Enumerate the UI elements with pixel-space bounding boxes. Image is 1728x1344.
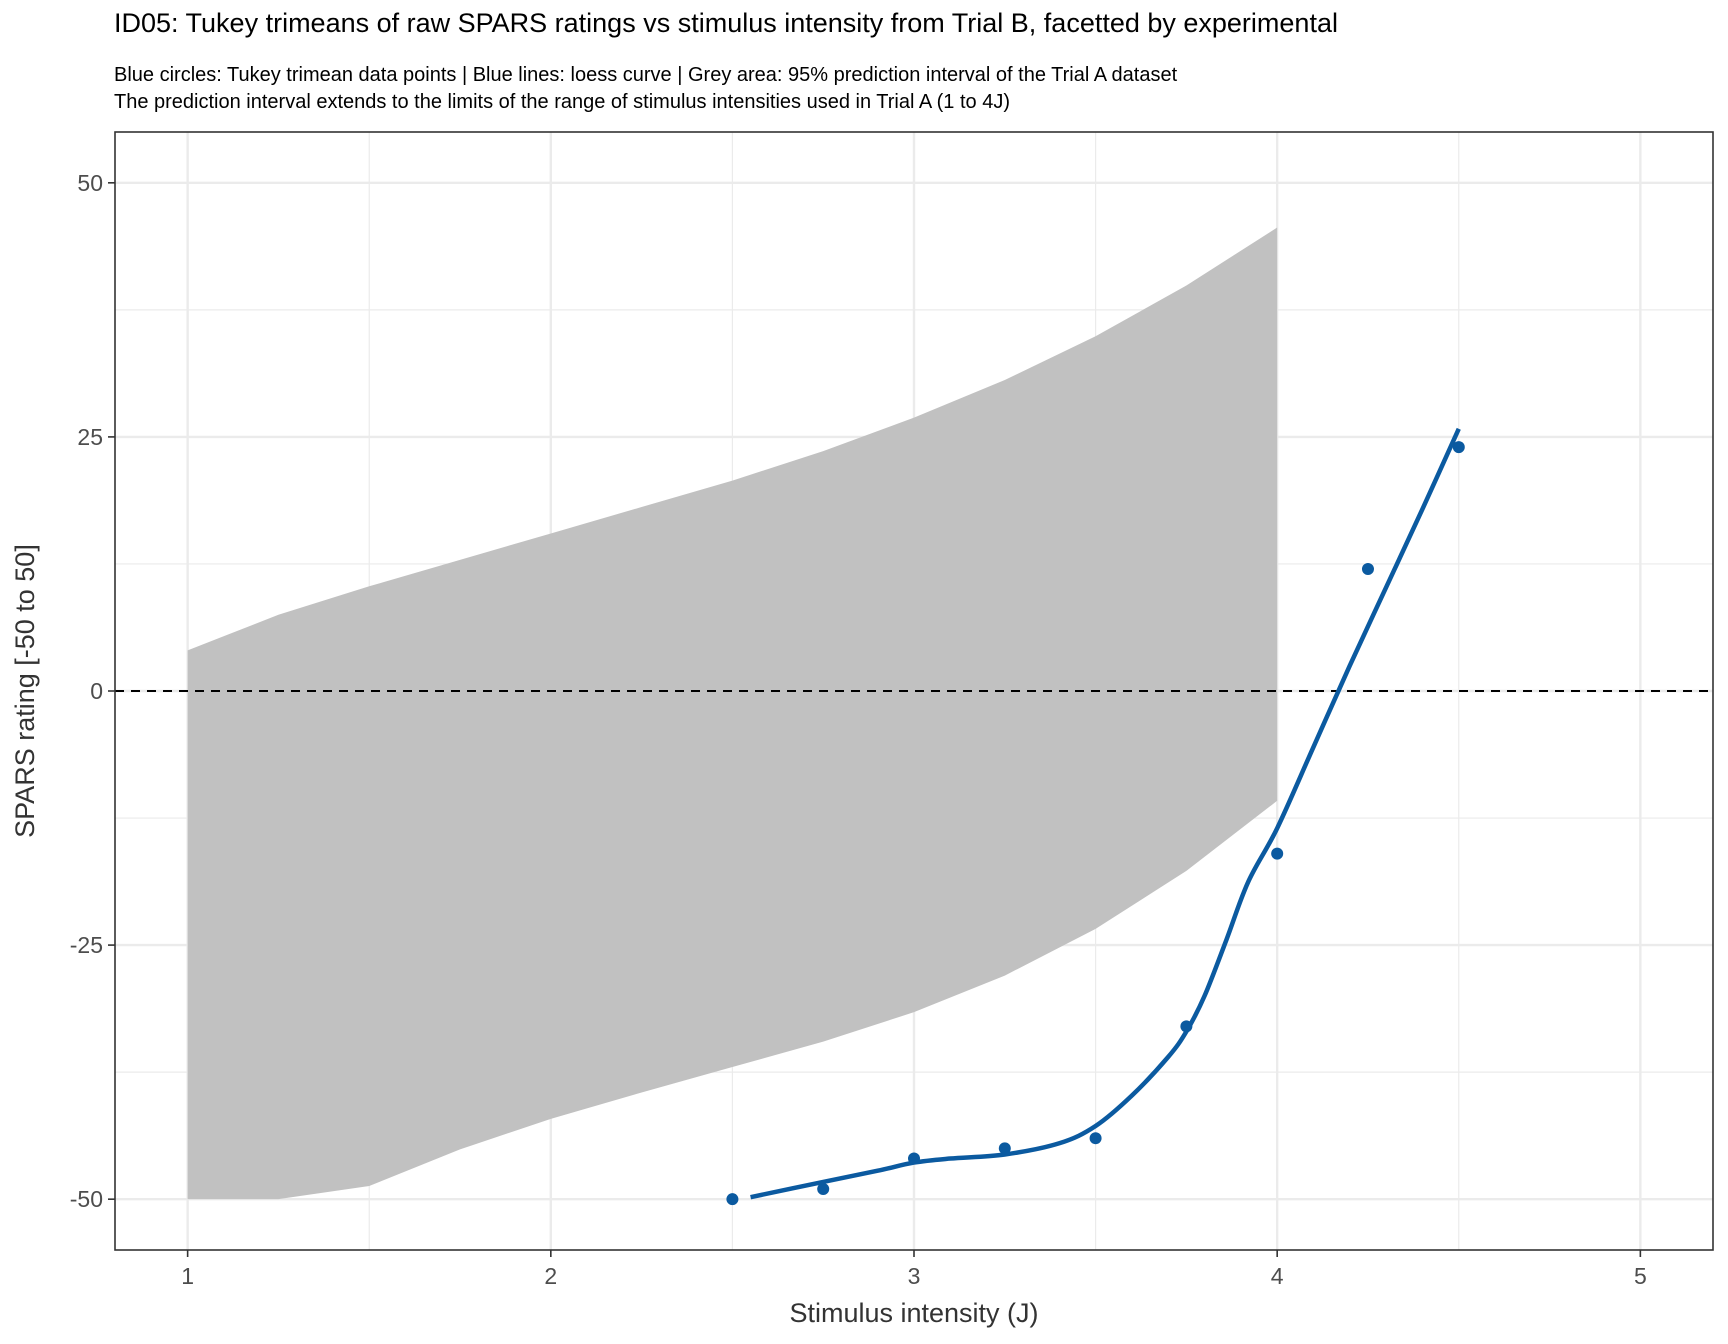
subtitle-line-1: Blue circles: Tukey trimean data points … (114, 64, 1178, 86)
trimean-point (998, 1142, 1011, 1155)
subtitle-line-2: The prediction interval extends to the l… (114, 91, 1011, 113)
trimean-point (817, 1183, 830, 1196)
trimean-point (1361, 563, 1374, 576)
y-tick-label: -25 (70, 932, 103, 958)
y-tick-label: 0 (90, 678, 103, 704)
y-axis-title: SPARS rating [-50 to 50] (10, 544, 40, 838)
prediction-interval-area (187, 227, 1278, 1200)
chart-title: ID05: Tukey trimeans of raw SPARS rating… (114, 8, 1338, 38)
y-tick-label: 50 (77, 170, 103, 196)
x-tick-label: 5 (1634, 1263, 1647, 1289)
trimean-point (1452, 441, 1465, 454)
trimean-point (726, 1193, 739, 1206)
x-tick-label: 1 (181, 1263, 194, 1289)
y-tick-label: 25 (77, 424, 103, 450)
chart-subtitle: Blue circles: Tukey trimean data points … (114, 62, 1177, 116)
x-tick-label: 4 (1271, 1263, 1284, 1289)
y-tick-label: -50 (70, 1186, 103, 1212)
loess-curve (750, 427, 1461, 1200)
trimean-point (1271, 847, 1284, 860)
trimean-point (1089, 1132, 1102, 1145)
x-tick-label: 2 (544, 1263, 557, 1289)
x-tick-label: 3 (908, 1263, 921, 1289)
axis-ticks: 1 2 3 4 5 -50 -25 0 25 50 (70, 170, 1647, 1289)
x-axis-title: Stimulus intensity (J) (789, 1298, 1038, 1328)
